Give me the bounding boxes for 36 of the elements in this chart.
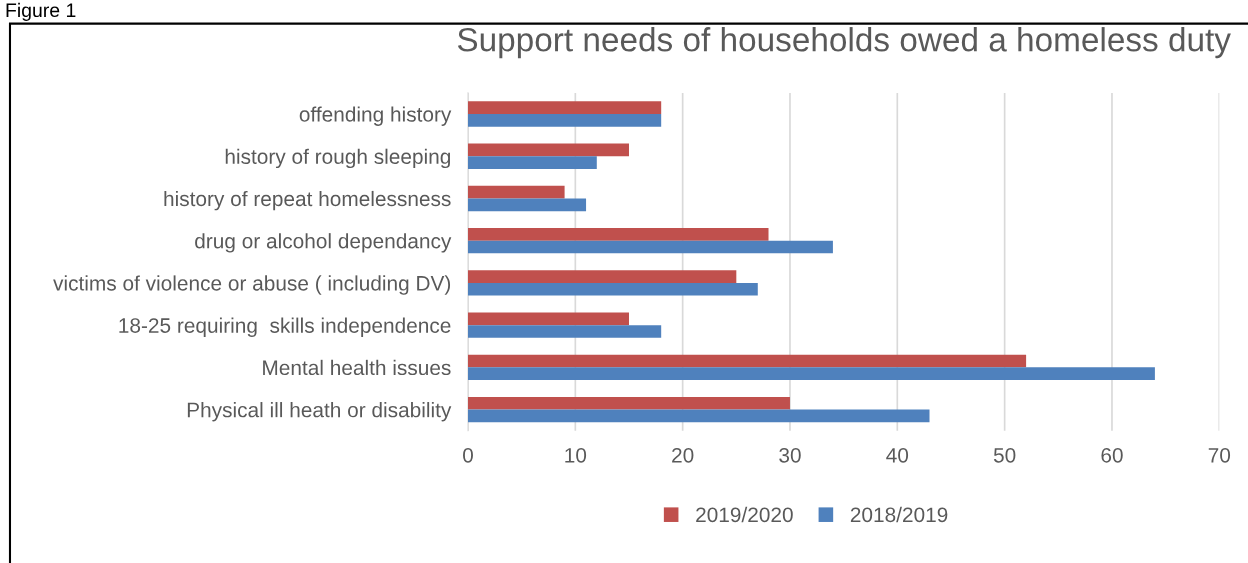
bar	[468, 325, 662, 338]
y-tick-label: drug or alcohol dependancy	[195, 233, 452, 253]
y-tick-label: victims of violence or abuse ( including DV)	[53, 275, 451, 295]
bar	[468, 312, 629, 326]
bar	[468, 228, 769, 241]
bar	[468, 156, 597, 169]
x-tick-label: 60	[1101, 447, 1123, 463]
legend-label: 2019/2020	[696, 506, 793, 523]
bar	[468, 396, 790, 410]
bar	[468, 367, 1155, 381]
x-tick-label: 10	[565, 447, 587, 463]
y-tick-label: Physical ill heath or disability	[187, 402, 452, 422]
x-tick-label: 30	[779, 447, 801, 463]
x-tick-label: 50	[993, 447, 1016, 463]
bar	[468, 114, 662, 127]
chart-title: Support needs of households owed a homeless duty	[457, 27, 1231, 59]
bar	[468, 143, 629, 157]
bar	[468, 101, 662, 115]
bar	[468, 409, 930, 423]
legend-label: 2018/2019	[850, 506, 948, 523]
bar	[468, 185, 565, 199]
y-tick-label: 18-25 requiring skills independence	[119, 317, 451, 337]
bar	[468, 282, 758, 296]
x-tick-label: 20	[672, 447, 694, 463]
caption: Figure 1	[6, 2, 76, 21]
y-tick-label: offending history	[299, 106, 452, 126]
x-tick-label: 0	[463, 447, 473, 463]
bar	[468, 198, 587, 212]
bar	[468, 240, 833, 254]
y-tick-label: Mental health issues	[263, 359, 451, 376]
x-tick-label: 40	[886, 447, 909, 463]
bar	[468, 354, 1027, 368]
y-tick-label: history of rough sleeping	[225, 148, 451, 169]
y-tick-label: history of repeat homelessness	[164, 190, 451, 211]
x-tick-label: 70	[1208, 447, 1231, 463]
bar	[468, 270, 737, 283]
